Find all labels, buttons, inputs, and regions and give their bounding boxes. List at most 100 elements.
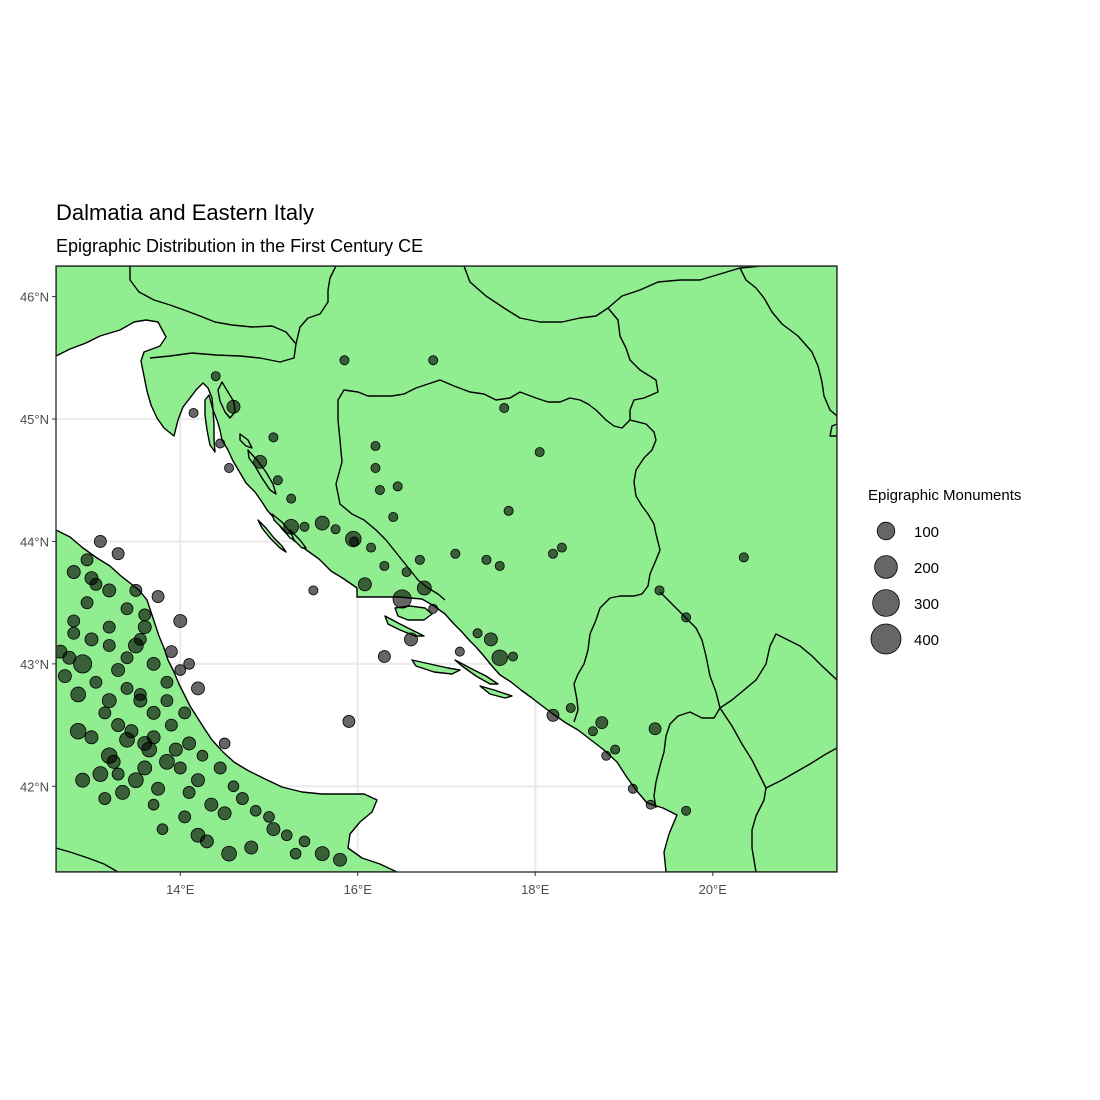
legend-key-circle <box>870 623 902 655</box>
epigraphic-site-point <box>548 548 558 559</box>
epigraphic-site-point <box>546 708 560 722</box>
epigraphic-site-point <box>404 632 418 647</box>
epigraphic-site-point <box>146 705 161 720</box>
epigraphic-site-point <box>182 786 196 799</box>
legend-key-label: 100 <box>914 524 939 541</box>
epigraphic-site-point <box>388 512 399 522</box>
epigraphic-site-point <box>173 761 187 775</box>
x-tick-label: 18°E <box>521 882 550 897</box>
epigraphic-site-point <box>217 806 232 821</box>
epigraphic-site-point <box>138 608 152 622</box>
epigraphic-site-point <box>272 475 283 486</box>
epigraphic-site-point <box>299 521 310 532</box>
epigraphic-site-point <box>120 681 134 695</box>
epigraphic-site-point <box>124 724 139 739</box>
epigraphic-site-point <box>253 454 268 469</box>
epigraphic-site-point <box>120 651 134 665</box>
epigraphic-site-point <box>80 596 94 610</box>
epigraphic-site-point <box>56 644 68 659</box>
epigraphic-site-point <box>57 669 72 684</box>
epigraphic-site-point <box>370 463 381 473</box>
legend-title: Epigraphic Monuments <box>868 487 1021 504</box>
epigraphic-site-point <box>416 580 432 596</box>
epigraphic-site-point <box>414 554 425 565</box>
epigraphic-site-point <box>289 847 302 860</box>
epigraphic-site-point <box>681 805 692 816</box>
epigraphic-site-point <box>98 706 112 720</box>
island-dugi-otok <box>257 519 287 553</box>
epigraphic-site-point <box>89 675 103 689</box>
epigraphic-site-point <box>587 726 598 737</box>
epigraphic-site-point <box>357 577 372 592</box>
epigraphic-site-point <box>450 548 461 559</box>
epigraphic-site-point <box>160 675 174 689</box>
epigraphic-site-point <box>183 658 195 670</box>
epigraphic-site-point <box>67 614 81 628</box>
y-tick-label: 46°N <box>20 290 49 305</box>
epigraphic-site-point <box>314 515 330 531</box>
epigraphic-site-point <box>227 780 240 793</box>
y-tick-label: 43°N <box>20 657 49 672</box>
epigraphic-site-point <box>151 590 165 603</box>
epigraphic-site-point <box>174 664 187 676</box>
epigraphic-site-point <box>182 736 197 751</box>
epigraphic-site-point <box>645 799 656 810</box>
epigraphic-site-point <box>595 716 609 730</box>
legend-key-circle <box>874 555 898 579</box>
epigraphic-site-point <box>379 560 390 571</box>
epigraphic-site-point <box>330 524 341 535</box>
epigraphic-site-point <box>115 785 130 800</box>
epigraphic-site-point <box>226 399 241 414</box>
epigraphic-site-point <box>370 441 381 451</box>
epigraphic-site-point <box>454 646 465 657</box>
epigraphic-site-point <box>286 493 297 504</box>
epigraphic-site-point <box>534 447 545 458</box>
y-tick-label: 44°N <box>20 534 49 549</box>
epigraphic-site-point <box>151 781 165 796</box>
plot-panel-border <box>55 265 838 873</box>
epigraphic-site-point <box>268 432 279 443</box>
island-rab <box>239 433 253 449</box>
epigraphic-site-point <box>84 632 99 647</box>
epigraphic-site-point <box>111 718 126 733</box>
island-cres <box>204 394 216 453</box>
epigraphic-site-point <box>73 654 93 674</box>
epigraphic-site-point <box>627 783 638 794</box>
epigraphic-site-point <box>146 730 161 745</box>
legend-key-circle <box>876 521 896 541</box>
epigraphic-site-point <box>377 650 391 663</box>
epigraphic-site-point <box>263 811 275 823</box>
epigraphic-site-point <box>491 649 508 666</box>
epigraphic-site-point <box>196 749 209 762</box>
y-tick-label: 45°N <box>20 412 49 427</box>
epigraphic-site-point <box>648 722 662 736</box>
epigraphic-site-point <box>266 822 281 837</box>
epigraphic-site-point <box>70 686 86 703</box>
epigraphic-site-point <box>129 584 143 597</box>
epigraphic-site-point <box>191 681 205 696</box>
epigraphic-site-point <box>70 723 87 740</box>
epigraphic-site-point <box>314 846 330 862</box>
epigraphic-site-point <box>224 463 235 473</box>
epigraphic-site-point <box>610 744 621 755</box>
epigraphic-site-point <box>178 810 192 824</box>
epigraphic-site-point <box>67 626 81 640</box>
epigraphic-site-point <box>156 823 169 835</box>
epigraphic-site-point <box>101 693 117 708</box>
epigraphic-site-point <box>280 829 293 842</box>
epigraphic-site-point <box>213 761 227 775</box>
x-tick-label: 20°E <box>699 882 728 897</box>
epigraphic-site-point <box>98 792 112 805</box>
epigraphic-site-point <box>481 554 492 565</box>
epigraphic-site-point <box>199 834 214 849</box>
x-axis: 14°E 16°E 18°E 20°E <box>166 872 727 897</box>
legend-key-label: 400 <box>914 632 939 649</box>
epigraphic-site-point <box>133 632 147 646</box>
epigraphic-site-point <box>221 845 237 862</box>
epigraphic-site-point <box>106 754 121 769</box>
epigraphic-site-point <box>160 694 174 708</box>
island-brac <box>394 605 433 621</box>
epigraphic-site-point <box>137 620 152 635</box>
x-tick-label: 16°E <box>344 882 373 897</box>
epigraphic-site-point <box>494 560 505 571</box>
